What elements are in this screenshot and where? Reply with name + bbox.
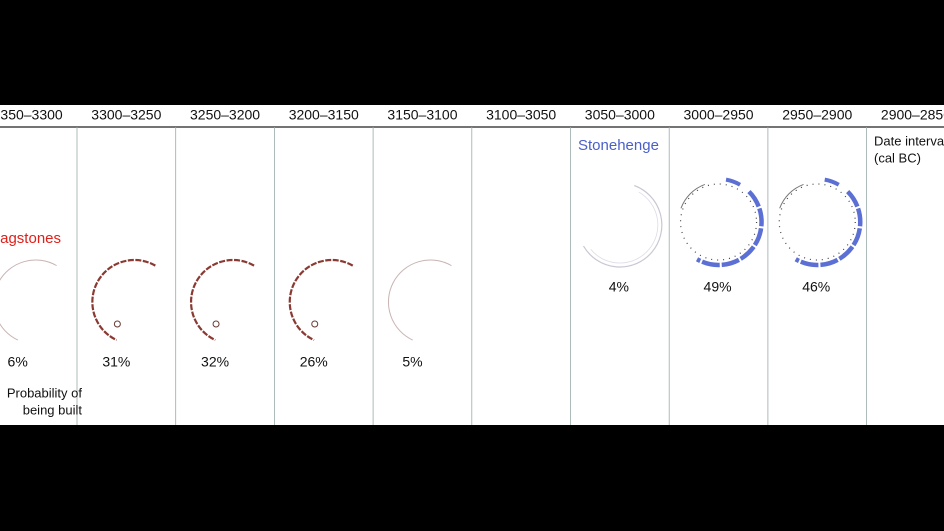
flagstones-stone (113, 320, 121, 328)
probability-label: being built (23, 402, 83, 417)
stonehenge-sarsens (794, 190, 863, 268)
flagstones-probability: 32% (201, 354, 229, 370)
stonehenge-ring (582, 184, 663, 268)
date-interval: 3200–3150 (289, 107, 359, 123)
date-interval: 3150–3100 (387, 107, 457, 123)
date-interval-label: Date interval (874, 133, 944, 148)
stonehenge-sarsens (695, 190, 764, 268)
flagstones-probability: 31% (102, 354, 130, 370)
stonehenge-sarsens (725, 177, 742, 187)
stonehenge-ring (590, 191, 659, 264)
probability-label: Probability of (7, 385, 83, 400)
date-interval: 3000–2950 (684, 107, 754, 123)
flagstones-stone (212, 320, 220, 328)
flagstones-arc (189, 258, 255, 342)
flagstones-probability: 5% (402, 354, 422, 370)
columns: 3350–3300 3300–3250 3250–3200 3200–3150 3150… (0, 107, 944, 425)
date-interval: 3350–3300 (0, 107, 63, 123)
flagstones-arc (288, 258, 354, 342)
date-interval-label: (cal BC) (874, 150, 921, 165)
date-interval: 3100–3050 (486, 107, 556, 123)
stonehenge-sarsens (824, 177, 840, 187)
flagstones-probability: 6% (8, 354, 28, 370)
stonehenge-label: Stonehenge (578, 137, 659, 154)
date-interval: 3250–3200 (190, 107, 260, 123)
flagstones-arc (91, 258, 156, 342)
date-interval: 2950–2900 (782, 107, 852, 123)
stonehenge-bank (779, 183, 804, 209)
flagstones-stone (311, 320, 319, 328)
flagstones-probability: 26% (300, 354, 328, 370)
date-interval: 3300–3250 (91, 107, 161, 123)
stonehenge-probability: 46% (802, 279, 830, 295)
stonehenge-probability: 4% (609, 279, 629, 295)
stonehenge-ring (778, 183, 856, 261)
stonehenge-probability: 49% (704, 279, 732, 295)
flagstones-arc (387, 259, 452, 341)
date-interval: 3050–3000 (585, 107, 655, 123)
date-interval: 2900–2850 (881, 107, 944, 123)
stonehenge-bank (680, 183, 706, 209)
stonehenge-ring (679, 183, 758, 261)
flagstones-label: Flagstones (0, 230, 61, 247)
flagstones-arc (0, 259, 57, 341)
